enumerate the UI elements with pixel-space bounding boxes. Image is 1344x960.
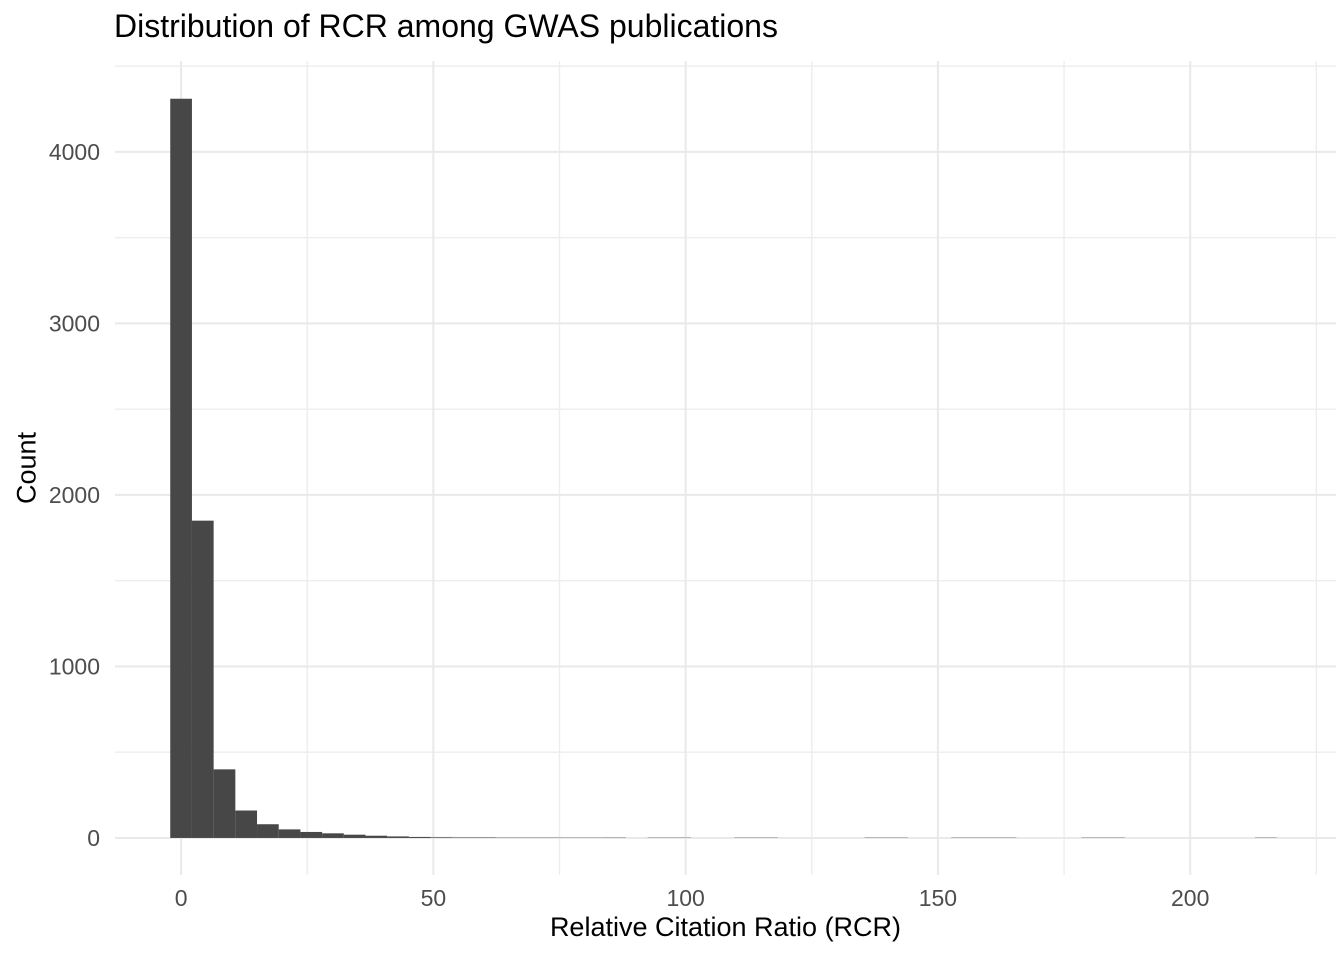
histogram-bar (452, 836, 474, 838)
y-tick-label: 2000 (49, 482, 100, 508)
histogram-bar (495, 836, 518, 838)
histogram-bar (647, 836, 670, 838)
histogram-bar (669, 836, 691, 838)
histogram-bar (365, 835, 388, 838)
x-tick-label: 50 (421, 885, 447, 911)
y-tick-label: 4000 (49, 139, 100, 165)
histogram-bar (604, 836, 626, 838)
histogram-bar (343, 834, 366, 838)
histogram-bar (1081, 836, 1104, 838)
x-tick-label: 150 (919, 885, 957, 911)
histogram-bar (473, 836, 496, 838)
histogram-bar (886, 836, 908, 838)
histogram-bar (257, 824, 279, 838)
x-tick-label: 0 (175, 885, 188, 911)
y-tick-label: 3000 (49, 310, 100, 336)
histogram-bar (539, 836, 561, 838)
histogram-bar (864, 836, 887, 838)
x-tick-label: 100 (666, 885, 704, 911)
histogram-bar (170, 98, 192, 838)
y-tick-label: 0 (87, 825, 100, 851)
x-axis-title: Relative Citation Ratio (RCR) (549, 912, 902, 942)
y-axis-title-label: Count (11, 431, 42, 505)
histogram-bar (517, 836, 540, 838)
histogram-bar (213, 769, 236, 838)
histogram-bar (734, 836, 757, 838)
histogram-bar (972, 836, 995, 838)
plot-title: Distribution of RCR among GWAS publicati… (114, 8, 778, 44)
histogram-bar (994, 836, 1017, 838)
histogram-bar (235, 810, 258, 838)
histogram-bar (322, 833, 344, 838)
histogram-bar (756, 836, 778, 838)
histogram-bar (951, 836, 973, 838)
histogram-bar (278, 829, 301, 838)
histogram-bar (1255, 836, 1277, 838)
histogram-bar (430, 836, 453, 838)
histogram-bar (387, 836, 409, 838)
histogram-bar (300, 831, 323, 838)
histogram-bar (560, 836, 583, 838)
y-tick-label: 1000 (49, 653, 100, 679)
histogram-bar (1103, 836, 1125, 838)
histogram-bar (191, 520, 214, 838)
histogram-bar (582, 836, 605, 838)
histogram-bar (408, 836, 431, 838)
x-tick-label: 200 (1171, 885, 1209, 911)
